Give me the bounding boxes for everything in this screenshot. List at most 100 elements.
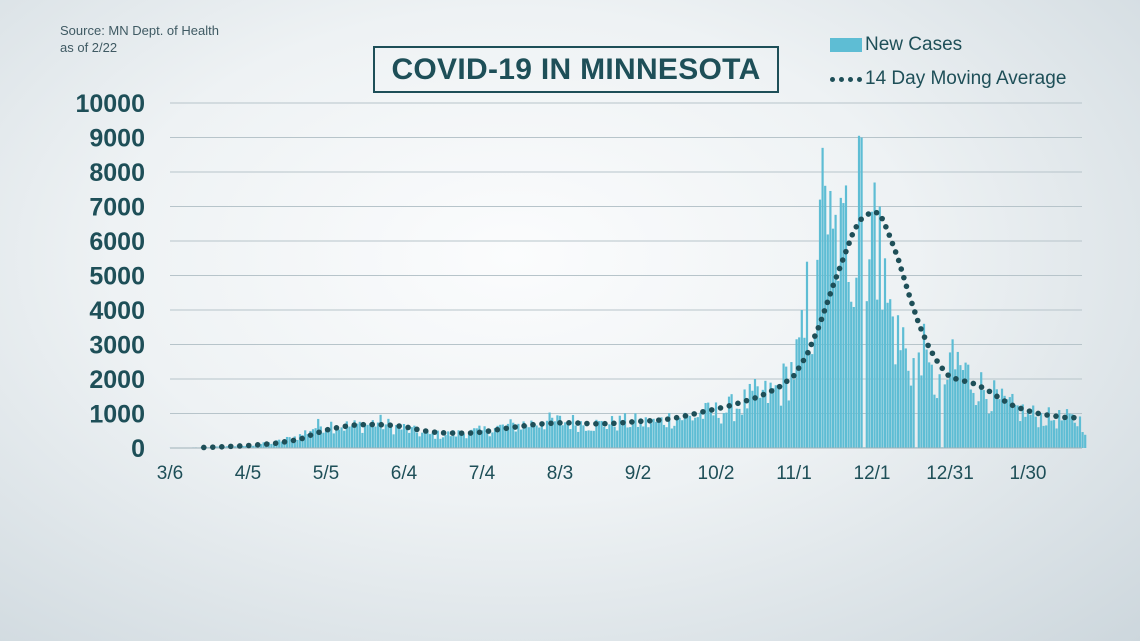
bar	[670, 428, 673, 448]
x-tick-label: 6/4	[391, 463, 418, 484]
bar	[618, 415, 621, 448]
bar	[803, 337, 806, 448]
bar	[1081, 432, 1084, 448]
bar	[938, 374, 941, 448]
bar	[738, 408, 741, 448]
bar	[369, 423, 372, 448]
moving-average-dot	[895, 257, 902, 264]
bar	[480, 430, 484, 448]
bar	[943, 384, 946, 448]
bar	[688, 415, 692, 448]
bar	[324, 428, 328, 448]
bar	[543, 429, 546, 448]
bar	[374, 426, 377, 448]
moving-average-dot	[953, 376, 959, 382]
bar	[1045, 425, 1048, 448]
bar	[366, 424, 369, 448]
bar	[444, 435, 447, 448]
moving-average-dot	[760, 391, 767, 398]
y-tick-label: 5000	[89, 263, 145, 291]
bar	[904, 348, 907, 448]
moving-average-dot	[440, 430, 447, 436]
bar	[699, 412, 702, 448]
moving-average-dot	[776, 383, 783, 390]
bar	[980, 372, 983, 448]
moving-average-dot	[830, 282, 836, 289]
bar	[1071, 414, 1074, 448]
bar	[402, 424, 406, 448]
bar	[922, 323, 926, 448]
bar	[350, 425, 354, 448]
moving-average-dot	[369, 421, 376, 428]
bar	[566, 422, 569, 448]
bar	[850, 301, 853, 448]
moving-average-dot	[387, 422, 394, 428]
x-tick-label: 5/5	[313, 463, 339, 484]
bar	[686, 414, 689, 448]
bar	[785, 366, 788, 448]
bar	[837, 280, 840, 448]
bar	[753, 378, 757, 448]
bar	[418, 436, 421, 448]
bar	[517, 423, 520, 448]
bar	[1050, 420, 1053, 448]
bar	[449, 436, 452, 448]
bar	[1084, 434, 1087, 448]
chart-title: COVID-19 IN MINNESOTA	[373, 46, 779, 93]
bar	[525, 425, 528, 448]
bar	[434, 438, 437, 448]
bar	[465, 438, 468, 448]
bar	[428, 434, 432, 448]
moving-average-dot	[351, 422, 358, 428]
bar	[335, 429, 338, 448]
legend: New Cases 14 Day Moving Average	[830, 28, 1066, 96]
bar	[714, 402, 718, 448]
bar	[327, 430, 330, 448]
bar	[701, 418, 705, 448]
moving-average-dot	[808, 341, 815, 348]
moving-average-dot	[824, 299, 831, 306]
moving-average-dot	[281, 439, 288, 445]
bar	[1065, 409, 1069, 448]
moving-average-dot	[821, 308, 828, 314]
bar	[527, 427, 530, 448]
bar	[909, 385, 913, 448]
bar	[270, 443, 273, 448]
bar	[296, 439, 299, 448]
bar	[751, 390, 754, 448]
bar	[816, 259, 819, 448]
moving-average-dot	[378, 421, 385, 428]
moving-average-dot	[316, 429, 322, 436]
moving-average-dot	[795, 365, 802, 371]
bar	[647, 427, 650, 448]
moving-average-dot	[743, 397, 750, 404]
bar	[1003, 395, 1006, 448]
bar	[1047, 407, 1050, 448]
bar	[696, 417, 699, 448]
bar	[233, 446, 237, 448]
bar	[621, 425, 624, 448]
bar	[384, 424, 387, 448]
bar	[311, 429, 315, 448]
bar	[436, 430, 439, 448]
bar	[356, 423, 359, 448]
bar	[613, 426, 616, 448]
moving-average-dot	[708, 407, 715, 413]
moving-average-dot	[889, 240, 896, 247]
moving-average-dot	[575, 420, 581, 426]
bar	[787, 400, 790, 448]
moving-average-dot	[849, 231, 856, 238]
bar	[363, 423, 367, 448]
bar	[389, 424, 393, 448]
bar	[917, 352, 920, 448]
bar	[824, 185, 827, 449]
bar	[886, 302, 889, 448]
bar	[870, 211, 874, 448]
moving-average-dot	[858, 216, 864, 223]
bar	[519, 429, 523, 448]
moving-average-dot	[521, 423, 527, 429]
bar	[730, 394, 733, 448]
x-tick-label: 7/4	[469, 463, 496, 484]
moving-average-dot	[839, 257, 846, 263]
bar	[556, 415, 559, 448]
